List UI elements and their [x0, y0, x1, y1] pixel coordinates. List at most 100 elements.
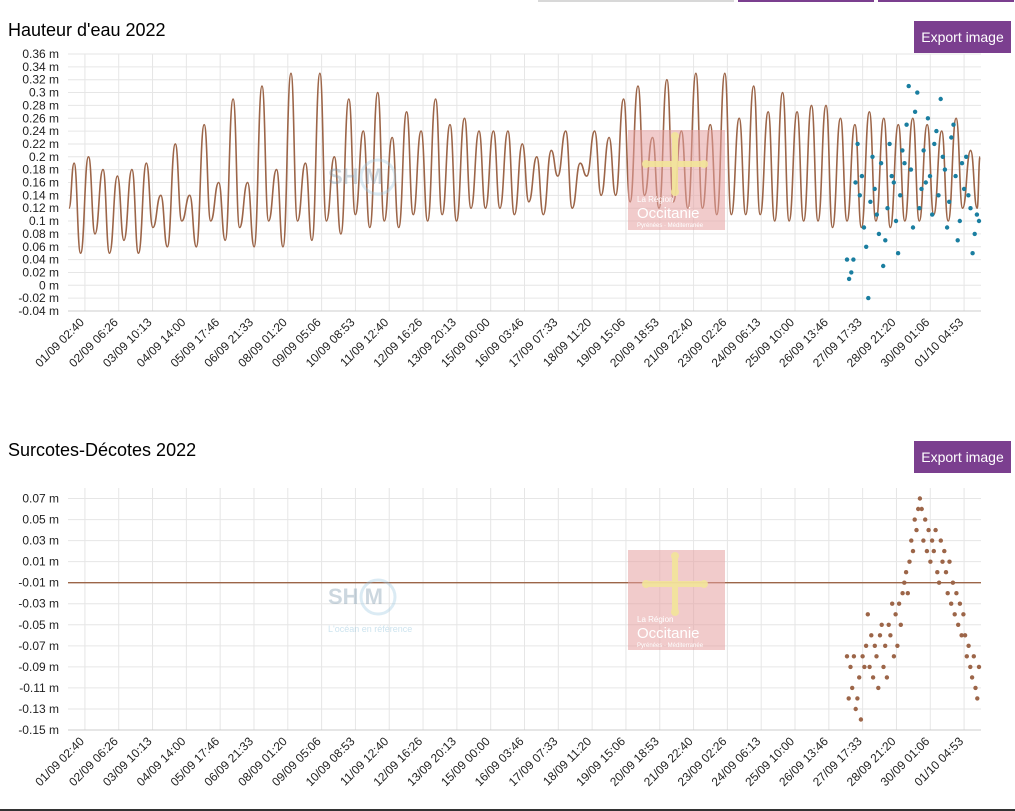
export-image-button[interactable]: Export image	[914, 441, 1011, 473]
data-point	[972, 231, 977, 237]
data-point	[872, 186, 877, 192]
data-point	[942, 167, 948, 172]
data-point	[900, 148, 905, 153]
y-tick-label: -0.09 m	[18, 660, 59, 674]
data-point	[853, 180, 858, 185]
data-point	[925, 116, 931, 121]
tab-stub-1[interactable]	[538, 0, 734, 2]
data-point	[938, 538, 943, 543]
data-point	[874, 654, 879, 659]
data-point	[902, 580, 907, 585]
data-point	[868, 199, 873, 204]
data-point	[909, 538, 914, 543]
data-point	[968, 206, 973, 211]
data-point	[959, 161, 965, 166]
data-point	[924, 548, 930, 554]
y-tick-label: 0.16 m	[22, 176, 59, 190]
data-point	[883, 238, 888, 243]
y-tick-label: -0.01 m	[18, 576, 59, 590]
surge-panel: Surcotes-Décotes 2022 Export image 0.07 …	[0, 420, 1015, 809]
shom-logo-icon: SH M L'océan en référence	[328, 578, 412, 634]
data-point	[916, 506, 921, 512]
data-point	[862, 664, 867, 670]
data-point	[940, 559, 945, 564]
data-point	[919, 506, 924, 512]
data-point	[883, 643, 888, 648]
data-point	[964, 654, 969, 659]
data-point	[846, 276, 852, 282]
y-tick-label: 0.05 m	[22, 513, 59, 527]
y-tick-label: -0.05 m	[18, 618, 59, 632]
y-tick-label: 0.06 m	[22, 240, 59, 254]
data-point	[893, 612, 898, 617]
region-line1: La Région	[637, 615, 673, 624]
data-point	[877, 633, 883, 638]
data-point	[952, 612, 957, 617]
y-tick-label: 0.14 m	[22, 188, 59, 202]
water-height-panel: Hauteur d'eau 2022 Export image 0.36 m 0.…	[8, 20, 1011, 370]
y-tick-label: -0.04 m	[18, 304, 59, 318]
data-point	[966, 193, 971, 198]
occitanie-logo: La Région Occitanie Pyrénées · Méditerra…	[628, 130, 725, 230]
data-point	[904, 122, 909, 127]
y-tick-label: 0.01 m	[22, 555, 59, 569]
data-point	[910, 225, 916, 230]
data-point	[853, 706, 858, 712]
y-tick-label: 0.18 m	[22, 163, 59, 177]
data-point	[953, 173, 958, 179]
data-point	[945, 591, 950, 596]
data-point	[896, 601, 902, 606]
data-point	[915, 90, 920, 95]
data-point	[912, 517, 917, 522]
data-point	[906, 83, 911, 89]
tab-stub-2[interactable]	[738, 0, 874, 2]
data-point	[966, 643, 971, 648]
occitanie-cross-icon: La Région Occitanie Pyrénées · Méditerra…	[637, 552, 708, 649]
chart-title: Surcotes-Décotes 2022	[8, 440, 197, 460]
data-point	[844, 654, 850, 659]
data-point	[858, 717, 864, 722]
data-point	[959, 633, 964, 638]
y-tick-label: 0.26 m	[22, 111, 59, 125]
data-point	[928, 559, 933, 564]
surge-chart: 0.07 m 0.05 m 0.03 m 0.01 m -0.01 m -0.03 m -0…	[18, 488, 982, 789]
data-point	[846, 696, 851, 701]
data-point	[870, 154, 875, 159]
data-point	[844, 257, 850, 262]
data-point	[935, 570, 940, 575]
data-point	[902, 161, 907, 166]
data-point	[976, 664, 982, 670]
data-point	[947, 559, 952, 564]
y-tick-label: -0.02 m	[18, 291, 59, 305]
data-point	[849, 270, 854, 275]
y-tick-label: 0.34 m	[22, 60, 59, 74]
data-point	[872, 643, 877, 648]
data-point	[848, 664, 853, 670]
data-point	[879, 622, 884, 627]
y-tick-label: 0.36 m	[22, 47, 59, 61]
data-point	[955, 238, 960, 243]
tab-stub-3[interactable]	[878, 0, 1014, 2]
y-tick-label: 0.02 m	[22, 265, 59, 279]
shom-logo-text: SH M	[328, 584, 383, 609]
data-point	[870, 675, 876, 680]
data-point	[951, 122, 956, 127]
water-height-chart: 0.36 m0.34 m0.32 m0.3 m0.28 m0.26 m0.24 …	[18, 47, 982, 370]
data-point	[855, 696, 860, 701]
data-point	[898, 193, 903, 198]
shom-logo-icon: SH M	[328, 158, 397, 196]
data-point	[874, 212, 879, 217]
data-point	[851, 257, 856, 262]
export-image-button[interactable]: Export image	[914, 21, 1011, 53]
data-point	[917, 206, 922, 211]
data-point	[910, 548, 916, 554]
data-point	[921, 538, 926, 543]
data-point	[942, 548, 947, 554]
data-point	[957, 218, 962, 224]
data-point	[900, 591, 905, 596]
shom-tagline: L'océan en référence	[328, 624, 412, 634]
y-tick-label: 0.08 m	[22, 227, 59, 241]
data-point	[961, 186, 967, 192]
data-point	[851, 654, 857, 659]
y-tick-label: 0.1 m	[29, 214, 59, 228]
